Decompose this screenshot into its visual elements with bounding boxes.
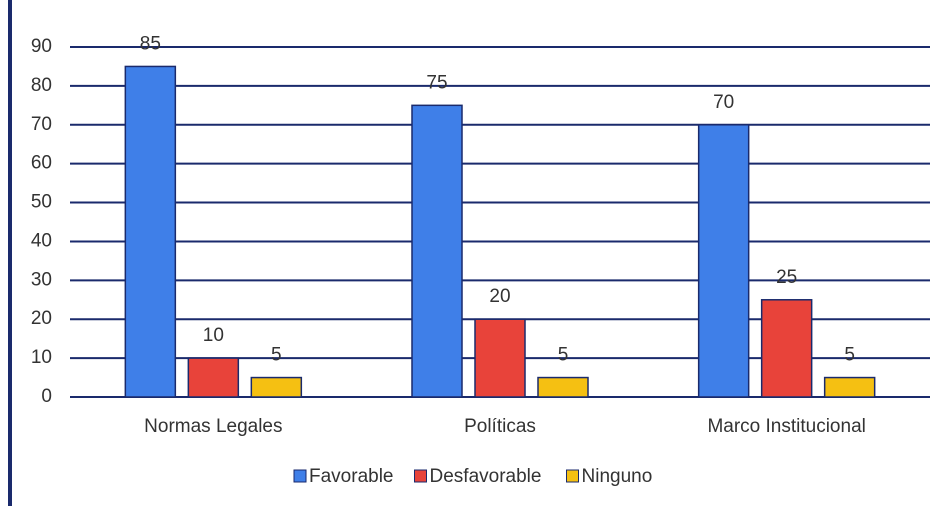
bar xyxy=(697,124,750,398)
data-label: 10 xyxy=(203,325,224,346)
y-tick-label: 40 xyxy=(31,230,52,251)
y-tick-label: 10 xyxy=(31,347,52,368)
bar xyxy=(537,376,589,398)
y-tick-label: 0 xyxy=(41,386,52,407)
bar xyxy=(124,65,177,398)
y-tick-label: 80 xyxy=(31,75,52,96)
bar xyxy=(474,318,526,398)
y-tick-label: 50 xyxy=(31,192,52,213)
data-label: 20 xyxy=(489,286,510,307)
y-tick-label: 20 xyxy=(31,308,52,329)
y-tick-label: 30 xyxy=(31,269,52,290)
data-label: 5 xyxy=(271,345,282,366)
data-label: 5 xyxy=(844,345,855,366)
x-tick-label: Políticas xyxy=(464,416,536,437)
x-tick-label: Normas Legales xyxy=(144,416,282,437)
y-tick-label: 60 xyxy=(31,153,52,174)
y-tick-label: 90 xyxy=(31,36,52,57)
data-label: 85 xyxy=(140,33,161,54)
legend-label: Favorable xyxy=(309,466,394,487)
data-label: 70 xyxy=(713,92,734,113)
bar xyxy=(823,376,876,398)
legend-swatch xyxy=(414,469,427,483)
data-label: 25 xyxy=(776,267,797,288)
legend-label: Desfavorable xyxy=(430,466,542,487)
side-border xyxy=(8,0,12,506)
data-label: 5 xyxy=(558,345,569,366)
data-label: 75 xyxy=(426,72,447,93)
bar xyxy=(760,299,813,398)
bar xyxy=(411,104,463,398)
bar xyxy=(187,357,240,398)
y-tick-label: 70 xyxy=(31,114,52,135)
legend-swatch xyxy=(566,469,579,483)
x-tick-label: Marco Institucional xyxy=(707,416,865,437)
legend-label: Ninguno xyxy=(582,466,653,487)
legend-swatch xyxy=(293,469,307,483)
bar xyxy=(250,376,303,398)
